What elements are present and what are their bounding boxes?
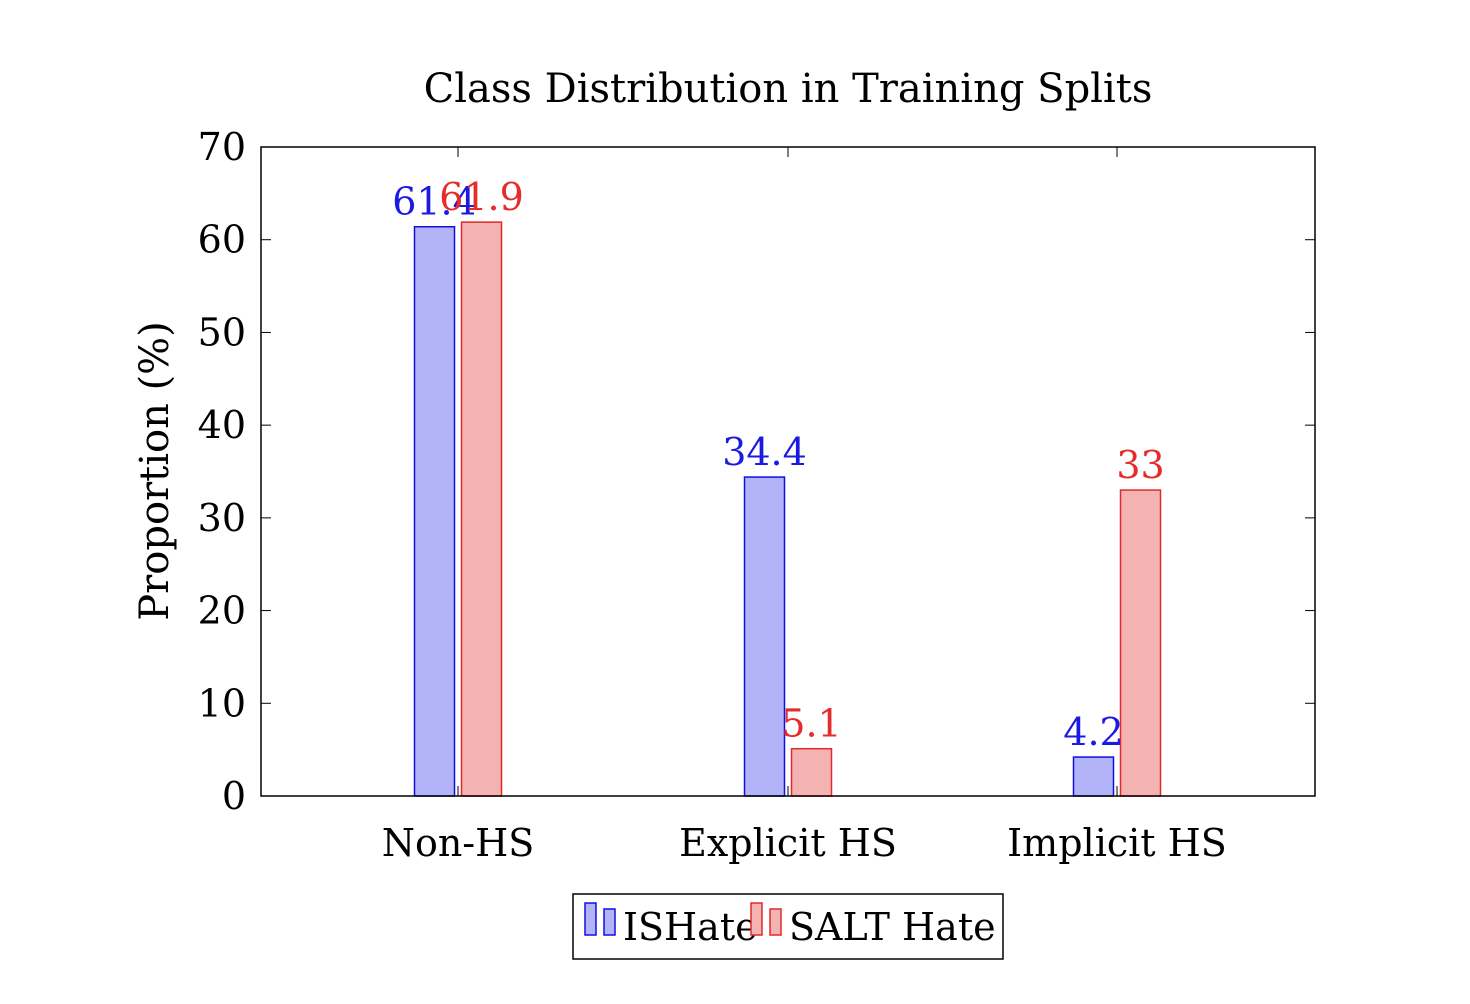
bar-ishate xyxy=(413,225,456,797)
y-axis: 0 10 20 30 40 50 60 70 xyxy=(198,125,1315,818)
bar-salt-hate xyxy=(790,747,833,797)
bar-value-label: 33 xyxy=(1116,443,1164,487)
y-tick-label: 70 xyxy=(198,125,246,169)
y-tick-label: 30 xyxy=(198,496,246,540)
legend-swatch xyxy=(769,908,782,936)
y-tick-label: 0 xyxy=(222,774,246,818)
x-axis: Non-HS Explicit HS Implicit HS xyxy=(382,147,1227,865)
bars xyxy=(413,221,1162,797)
bar-value-label: 5.1 xyxy=(781,702,841,746)
y-tick-label: 50 xyxy=(198,310,246,354)
bar-labels: 61.4 34.4 4.2 61.9 5.1 33 xyxy=(392,175,1164,754)
bar-value-label: 34.4 xyxy=(722,430,807,474)
bar-ishate xyxy=(743,476,786,797)
y-tick-label: 20 xyxy=(198,589,246,633)
bar-salt-hate xyxy=(460,221,503,797)
legend-box xyxy=(572,893,1004,960)
y-tick-label: 40 xyxy=(198,403,246,447)
x-tick-label: Explicit HS xyxy=(679,821,897,865)
plot-area-frame xyxy=(260,146,1316,797)
y-tick-label: 10 xyxy=(198,681,246,725)
legend-swatch xyxy=(584,902,597,936)
bar-salt-hate xyxy=(1119,489,1162,797)
x-tick-label: Non-HS xyxy=(382,821,535,865)
bar-value-label: 4.2 xyxy=(1063,710,1123,754)
bar-ishate xyxy=(1072,756,1115,797)
chart-title: Class Distribution in Training Splits xyxy=(424,66,1153,112)
x-tick-label: Implicit HS xyxy=(1007,821,1227,865)
legend-swatch xyxy=(750,902,763,936)
bar-value-label: 61.9 xyxy=(439,175,524,219)
y-axis-label: Proportion (%) xyxy=(132,321,178,621)
bar-value-label: 61.4 xyxy=(392,180,477,224)
legend-label: SALT Hate xyxy=(789,905,996,949)
legend-swatch xyxy=(603,908,616,936)
legend: ISHate SALT Hate xyxy=(572,893,1004,960)
legend-label: ISHate xyxy=(623,905,758,949)
y-tick-label: 60 xyxy=(198,218,246,262)
